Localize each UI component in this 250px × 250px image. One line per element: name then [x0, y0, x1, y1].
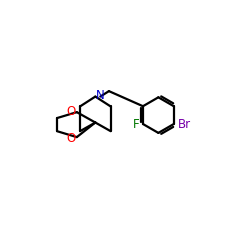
Text: F: F — [133, 118, 139, 130]
Text: N: N — [96, 89, 104, 102]
Text: O: O — [67, 132, 76, 144]
Text: O: O — [67, 105, 76, 118]
Text: Br: Br — [178, 118, 192, 130]
